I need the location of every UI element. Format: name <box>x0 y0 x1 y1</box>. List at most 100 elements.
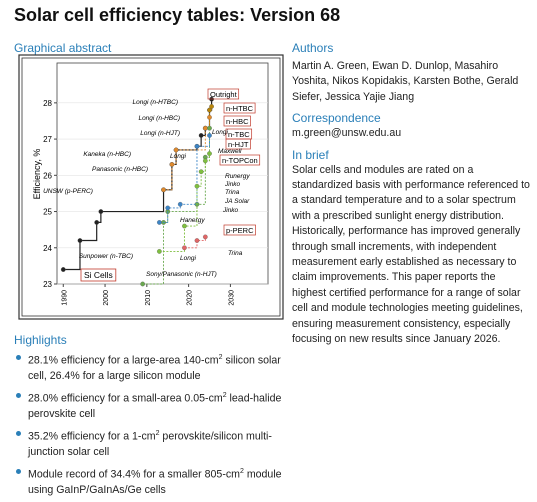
y-tick-label: 25 <box>43 208 52 217</box>
annotation: Longi (n-HTBC) <box>132 99 178 106</box>
data-point <box>207 133 212 138</box>
data-point <box>60 267 66 272</box>
annotation: Sony/Panasonic (n-HJT) <box>146 271 217 278</box>
superscript: 2 <box>239 468 244 476</box>
section-heading: Correspondence <box>292 111 381 126</box>
highlight-text: module using GaInP/GaInAs/Ge cells <box>28 468 282 496</box>
annotation: Jinko <box>224 181 241 188</box>
annotation: Runergy <box>225 173 250 180</box>
data-point <box>173 147 179 153</box>
series-label: n-HJT <box>228 140 249 149</box>
frame <box>18 54 284 320</box>
label-box <box>223 115 251 127</box>
data-point <box>94 220 100 225</box>
y-tick-label: 23 <box>43 280 52 289</box>
section-heading: In brief <box>292 147 329 162</box>
data-point <box>207 125 212 131</box>
annotation: Longi <box>212 129 228 136</box>
highlight-text: perovskite/silicon multi-junction solar … <box>28 430 272 458</box>
data-point <box>209 104 214 109</box>
data-point <box>182 245 187 251</box>
x-tick-label: 2020 <box>187 290 194 306</box>
annotation: UNSW (p-PERC) <box>43 188 93 195</box>
data-point <box>98 209 104 214</box>
series-label: n-TBC <box>228 130 250 139</box>
annotation: Longi <box>170 153 186 160</box>
highlight: 35.2% efficiency for a 1-cm2 perovskite/… <box>14 426 286 460</box>
annotation: Maxwell <box>218 148 242 155</box>
data-point <box>169 162 175 167</box>
data-point <box>207 114 212 120</box>
x-tick-label: 1990 <box>61 290 68 306</box>
highlight-text: silicon solar cell, 26.4% for a large si… <box>28 354 281 382</box>
annotation: Longi <box>180 255 196 262</box>
y-tick-label: 24 <box>43 244 52 253</box>
series-label: n-HBC <box>226 117 249 126</box>
right-column: Authors Martin A. Green, Ewan D. Dunlop,… <box>292 41 530 348</box>
annotation: Longi (n-HBC) <box>138 115 180 122</box>
data-point <box>194 183 200 189</box>
data-point <box>77 238 83 243</box>
highlight: Module record of 34.4% for a smaller 805… <box>14 464 286 498</box>
annotation: Kaneka (n-HBC) <box>83 151 131 158</box>
y-tick-label: 26 <box>43 171 52 180</box>
section-heading: Highlights <box>14 333 67 347</box>
series-label: Outright <box>210 90 238 99</box>
data-point <box>194 143 200 149</box>
y-axis-label: Efficiency, % <box>32 149 42 200</box>
label-box <box>80 268 117 282</box>
in-brief-text: Solar cells and modules are rated on a s… <box>292 163 530 346</box>
annotation: Longi (n-HJT) <box>140 130 180 137</box>
frame <box>21 57 281 317</box>
superscript: 2 <box>155 430 160 438</box>
annotation: Panasonic (n-HBC) <box>92 166 148 173</box>
label-box <box>223 102 256 114</box>
highlight-text: 35.2% efficiency for a 1-cm <box>28 430 156 443</box>
label-box <box>207 88 240 100</box>
data-point <box>157 220 162 225</box>
annotation: Jinko <box>222 207 239 214</box>
highlight: 28.0% efficiency for a small-area 0.05-c… <box>14 388 286 422</box>
series-label: n-HTBC <box>226 104 254 113</box>
highlight-text: 28.0% efficiency for a small-area 0.05-c… <box>28 392 223 405</box>
section-heading: Graphical abstract <box>14 41 112 55</box>
data-point <box>198 133 204 138</box>
data-point <box>207 107 212 113</box>
highlights-list: 28.1% efficiency for a large-area 140-cm… <box>14 350 286 502</box>
superscript: 2 <box>218 354 223 361</box>
data-point <box>202 125 208 131</box>
chart-label: Si Cells <box>84 270 113 280</box>
series-label: n-TOPCon <box>222 156 258 165</box>
highlight-text: Module record of 34.4% for a smaller 805… <box>28 468 240 481</box>
highlight: 28.1% efficiency for a large-area 140-cm… <box>14 350 286 384</box>
highlight-text: 28.1% efficiency for a large-area 140-cm <box>28 354 219 367</box>
data-point <box>177 201 183 207</box>
annotation: JA Solar <box>224 198 250 205</box>
data-point <box>207 151 212 156</box>
data-point <box>202 158 208 164</box>
series-label: p-PERC <box>226 226 254 235</box>
section-heading: Authors <box>292 41 334 55</box>
authors: Martin A. Green, Ewan D. Dunlop, Masahir… <box>292 60 519 103</box>
data-point <box>198 169 204 175</box>
y-tick-label: 28 <box>43 99 52 108</box>
label-box <box>225 138 251 150</box>
data-point <box>161 187 166 193</box>
label-box <box>223 224 256 236</box>
plot-area <box>56 62 269 285</box>
title: Solar cell efficiency tables: Version 68 <box>14 5 341 25</box>
data-point <box>182 223 187 229</box>
data-point <box>194 238 200 243</box>
data-point <box>157 249 162 254</box>
data-point <box>165 205 171 211</box>
superscript: 2 <box>222 392 227 400</box>
label-box <box>219 154 261 166</box>
data-point <box>202 234 208 240</box>
highlight-text: lead-halide perovskite cell <box>28 392 282 420</box>
email: m.green@unsw.edu.au <box>292 127 402 140</box>
annotation: Hanergy <box>180 217 205 224</box>
x-tick-label: 2010 <box>145 290 152 306</box>
x-tick-label: 2030 <box>228 290 235 306</box>
data-point <box>140 281 146 287</box>
